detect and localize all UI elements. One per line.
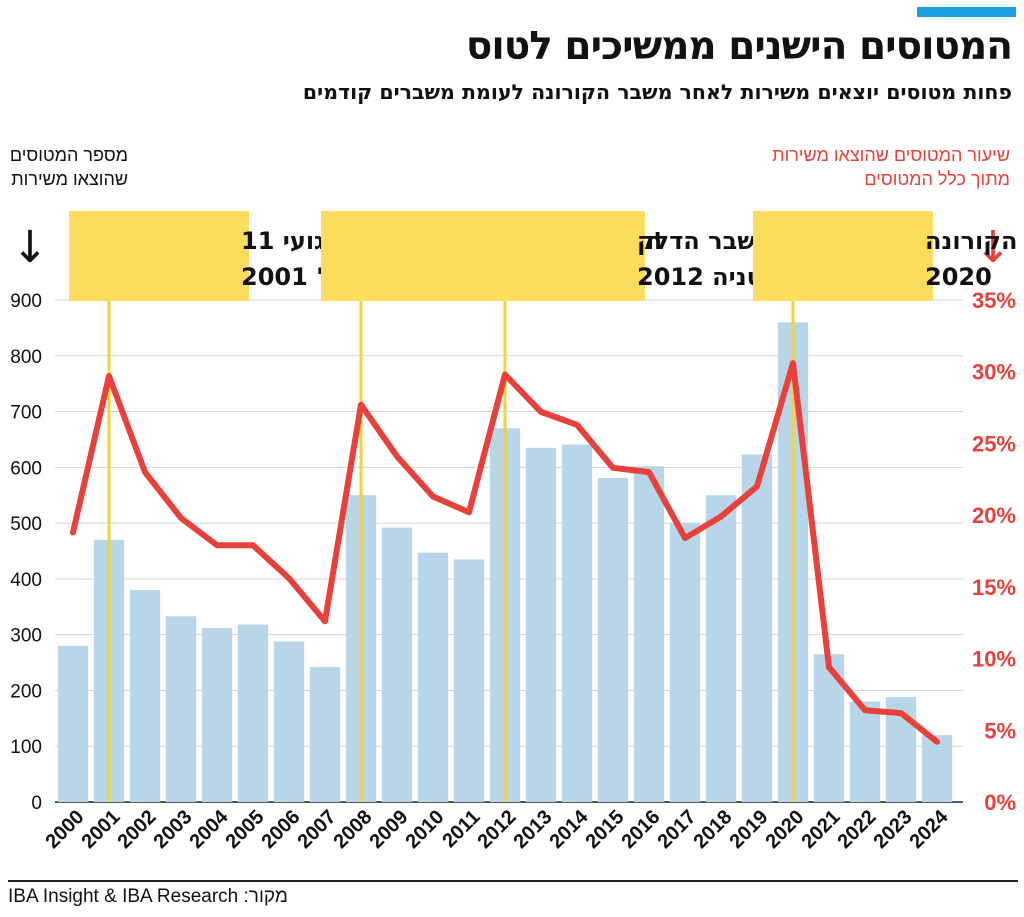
left-tick-label: 800 xyxy=(10,347,42,368)
left-tick-label: 700 xyxy=(10,403,42,424)
bar xyxy=(453,559,485,802)
x-tick-label: 2010 xyxy=(402,806,449,853)
annotation-callout: מגפת הקורונה 2020 xyxy=(753,211,1024,301)
x-tick-label: 2013 xyxy=(510,806,557,853)
callout-box xyxy=(753,211,933,301)
x-tick-label: 2006 xyxy=(258,806,305,853)
left-tick-label: 200 xyxy=(10,681,42,702)
right-axis-ticks: 0% 5% 10% 15% 20% 25% 30% 35% xyxy=(972,288,1016,815)
left-tick-label: 400 xyxy=(10,570,42,591)
bar xyxy=(705,495,737,802)
left-axis-title: מספר המטוסים שהוצאו משירות xyxy=(8,143,128,191)
callout-box xyxy=(465,211,645,301)
x-tick-label: 2012 xyxy=(474,806,521,853)
bar xyxy=(237,624,269,802)
left-axis-title-line2: שהוצאו משירות xyxy=(11,169,128,189)
bar xyxy=(633,466,665,802)
left-axis-ticks: 0 100 200 300 400 500 600 700 800 900 xyxy=(10,291,42,814)
callout-line1: מגפת הקורונה xyxy=(925,227,1024,255)
callout-box xyxy=(69,211,249,301)
x-tick-label: 2024 xyxy=(906,805,954,853)
right-tick-label: 10% xyxy=(972,647,1016,672)
right-tick-label: 30% xyxy=(972,360,1016,385)
left-tick-label: 500 xyxy=(10,514,42,535)
right-tick-label: 0% xyxy=(984,790,1016,815)
left-tick-label: 100 xyxy=(10,737,42,758)
x-tick-label: 2002 xyxy=(114,806,161,853)
bar xyxy=(741,454,773,802)
x-tick-label: 2023 xyxy=(870,806,917,853)
source-note: מקור: IBA Insight & IBA Research xyxy=(8,886,288,907)
left-tick-label: 900 xyxy=(10,291,42,312)
x-axis-labels: 2000200120022003200420052006200720082009… xyxy=(42,805,954,853)
right-axis-title: שיעור המטוסים שהוצאו משירות מתוך כלל המט… xyxy=(772,143,1010,191)
x-tick-label: 2021 xyxy=(798,806,845,853)
bar xyxy=(129,590,161,802)
bar xyxy=(597,477,629,802)
x-tick-label: 2016 xyxy=(618,806,665,853)
x-tick-label: 2007 xyxy=(294,806,341,853)
left-tick-label: 600 xyxy=(10,458,42,479)
bar xyxy=(273,641,305,802)
left-axis-title-line1: מספר המטוסים xyxy=(9,145,128,165)
chart-title: המטוסים הישנים ממשיכים לטוס xyxy=(465,24,1013,69)
bar xyxy=(165,616,197,802)
left-tick-label: 0 xyxy=(31,793,42,814)
x-tick-label: 2017 xyxy=(654,806,701,853)
bar xyxy=(849,701,881,802)
bar xyxy=(669,523,701,802)
right-arrow: ↓ xyxy=(975,222,1012,273)
annotation-callouts: פיגועי 11בספט' 2001המשבר הכלכליהעולמי 20… xyxy=(69,211,1024,301)
x-tick-label: 2015 xyxy=(582,806,629,853)
right-tick-label: 5% xyxy=(984,718,1016,743)
x-tick-label: 2014 xyxy=(546,805,594,853)
x-tick-label: 2022 xyxy=(834,806,881,853)
bar xyxy=(201,627,233,802)
rate-line-series xyxy=(70,360,940,745)
bar xyxy=(57,645,89,802)
accent-bar xyxy=(917,7,1016,17)
bar xyxy=(417,552,449,802)
x-tick-label: 2009 xyxy=(366,806,413,853)
chart-subtitle: פחות מטוסים יוצאים משירות לאחר משבר הקור… xyxy=(302,80,1012,104)
bar xyxy=(525,447,557,802)
bar xyxy=(561,444,593,802)
bar xyxy=(381,527,413,802)
footer-rule xyxy=(8,880,1018,882)
right-axis-title-line1: שיעור המטוסים שהוצאו משירות xyxy=(772,145,1010,165)
x-tick-label: 2008 xyxy=(330,806,377,853)
right-tick-label: 25% xyxy=(972,431,1016,456)
left-arrow: ↓ xyxy=(12,222,49,273)
callout-line2: 2020 xyxy=(925,263,992,291)
x-tick-label: 2019 xyxy=(726,806,773,853)
callout-line1: משבר הדלק xyxy=(637,227,773,255)
x-tick-label: 2018 xyxy=(690,806,737,853)
right-axis-title-line2: מתוך כלל המטוסים xyxy=(864,169,1010,189)
x-tick-label: 2020 xyxy=(762,806,809,853)
bar xyxy=(309,667,341,802)
bar xyxy=(921,735,953,802)
right-tick-label: 20% xyxy=(972,503,1016,528)
right-tick-label: 15% xyxy=(972,575,1016,600)
x-tick-label: 2005 xyxy=(222,806,269,853)
x-tick-label: 2003 xyxy=(150,806,197,853)
x-tick-label: 2000 xyxy=(42,806,89,853)
x-tick-label: 2011 xyxy=(438,806,484,852)
x-tick-label: 2001 xyxy=(78,806,125,853)
left-tick-label: 300 xyxy=(10,626,42,647)
rate-line xyxy=(70,360,940,745)
right-tick-label: 35% xyxy=(972,288,1016,313)
x-tick-label: 2004 xyxy=(186,805,234,853)
